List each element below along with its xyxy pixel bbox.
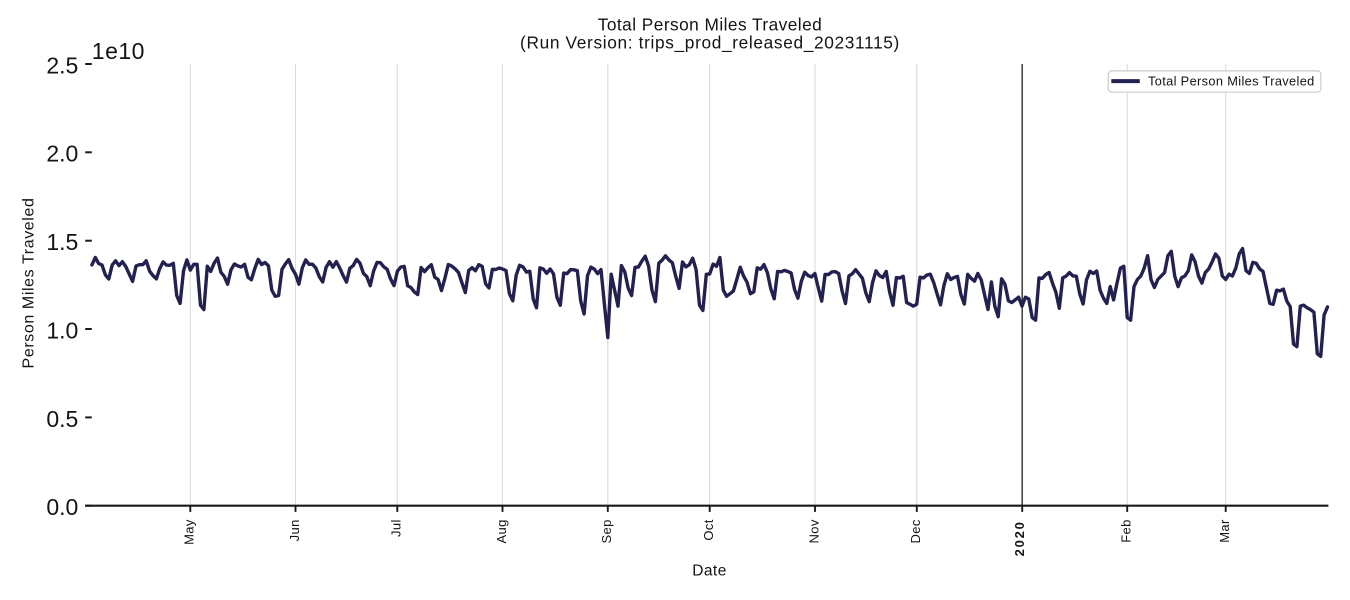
svg-text:Jul: Jul: [389, 519, 404, 537]
svg-text:Sep: Sep: [599, 519, 614, 543]
svg-text:(Run Version: trips_prod_relea: (Run Version: trips_prod_released_202311…: [520, 32, 900, 52]
svg-text:0.5: 0.5: [46, 406, 78, 432]
svg-text:Date: Date: [692, 563, 727, 580]
svg-text:2020: 2020: [1012, 520, 1027, 556]
svg-text:Feb: Feb: [1119, 519, 1134, 542]
svg-text:1.5: 1.5: [46, 229, 78, 255]
svg-text:Jun: Jun: [287, 519, 302, 541]
svg-text:2.5: 2.5: [46, 52, 78, 78]
svg-text:Total Person Miles Traveled: Total Person Miles Traveled: [1148, 74, 1315, 89]
svg-text:Mar: Mar: [1217, 519, 1232, 543]
svg-text:1.0: 1.0: [46, 317, 78, 343]
svg-text:Oct: Oct: [701, 519, 716, 540]
svg-text:Aug: Aug: [494, 519, 509, 543]
svg-text:May: May: [182, 519, 197, 545]
svg-text:Nov: Nov: [806, 519, 821, 543]
svg-text:Total Person Miles Traveled: Total Person Miles Traveled: [598, 14, 822, 34]
svg-text:2.0: 2.0: [46, 141, 78, 167]
svg-text:0.0: 0.0: [46, 494, 78, 520]
svg-text:Dec: Dec: [908, 519, 923, 543]
svg-text:1e10: 1e10: [92, 38, 145, 64]
svg-text:Person Miles Traveled: Person Miles Traveled: [21, 198, 38, 369]
